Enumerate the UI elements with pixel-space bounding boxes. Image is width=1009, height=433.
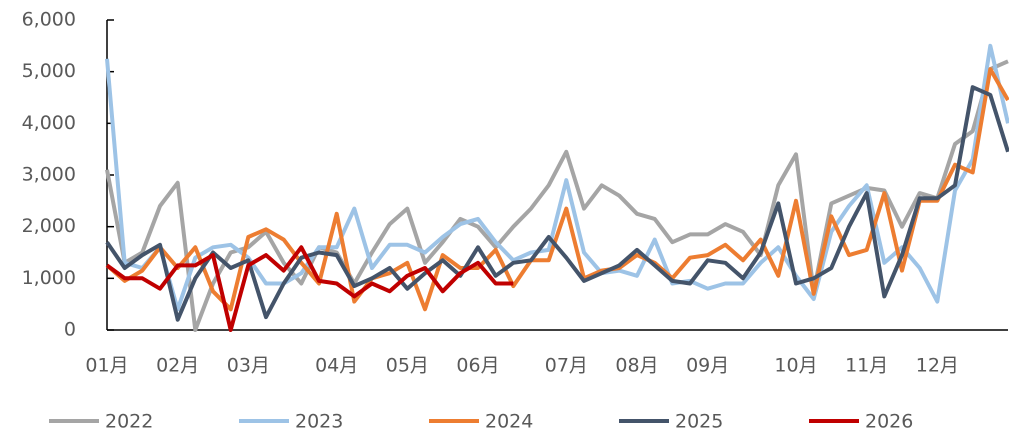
x-tick-label: 03月 — [227, 355, 270, 377]
series-line — [105, 43, 1009, 312]
y-tick-label: 2,000 — [22, 215, 76, 237]
y-tick-label: 5,000 — [22, 60, 76, 82]
x-tick-label: 02月 — [156, 355, 199, 377]
y-tick-label: 6,000 — [22, 9, 76, 31]
legend-label: 2025 — [675, 411, 723, 433]
y-tick-label: 1,000 — [22, 267, 76, 289]
series-line — [105, 59, 1009, 332]
y-tick-label: 3,000 — [22, 164, 76, 186]
legend-label: 2023 — [295, 411, 343, 433]
x-tick-label: 09月 — [686, 355, 729, 377]
x-tick-label: 12月 — [916, 355, 959, 377]
series-line — [105, 85, 1009, 322]
x-tick-label: 04月 — [315, 355, 358, 377]
series-line — [105, 245, 514, 332]
series-line — [105, 67, 1009, 312]
x-tick-label: 08月 — [615, 355, 658, 377]
x-tick-label: 07月 — [545, 355, 588, 377]
legend-label: 2026 — [865, 411, 913, 433]
x-tick-label: 05月 — [386, 355, 429, 377]
x-tick-label: 06月 — [456, 355, 499, 377]
y-tick-label: 0 — [64, 319, 76, 341]
x-tick-label: 10月 — [774, 355, 817, 377]
legend-label: 2022 — [105, 411, 153, 433]
x-tick-label: 11月 — [845, 355, 888, 377]
legend-label: 2024 — [485, 411, 533, 433]
x-tick-label: 01月 — [85, 355, 128, 377]
y-tick-label: 4,000 — [22, 112, 76, 134]
